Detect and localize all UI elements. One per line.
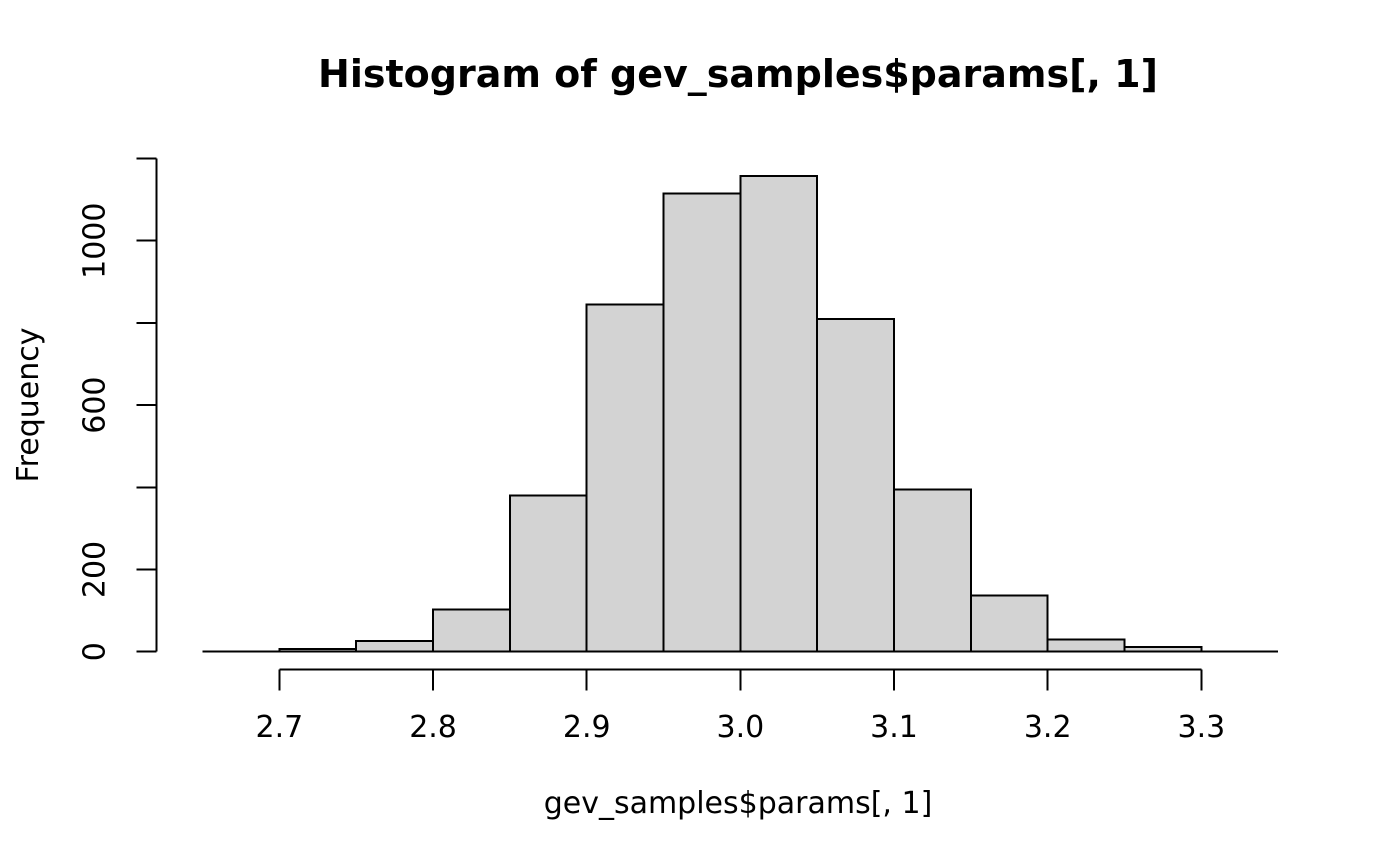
histogram-bar [432, 608, 511, 653]
histogram-bar [969, 594, 1049, 653]
x-axis-title: gev_samples$params[, 1] [543, 786, 933, 821]
histogram-bar [508, 494, 588, 653]
y-tick-label: 600 [78, 376, 113, 433]
y-tick-label: 1000 [78, 203, 113, 279]
histogram-bar [739, 174, 819, 653]
x-tick-label: 2.8 [409, 710, 457, 745]
x-tick-label: 2.7 [256, 710, 304, 745]
chart-title: Histogram of gev_samples$params[, 1] [318, 52, 1158, 96]
histogram-bar [355, 640, 435, 653]
x-tick-label: 2.9 [563, 710, 611, 745]
x-tick-label: 3.2 [1024, 710, 1072, 745]
x-tick-label: 3.0 [717, 710, 765, 745]
x-tick-label: 3.3 [1178, 710, 1226, 745]
histogram-bar [1046, 638, 1126, 653]
histogram-bar [893, 488, 972, 653]
histogram-bar [662, 192, 742, 653]
histogram-bar [816, 318, 896, 653]
histogram-bar [278, 647, 358, 653]
histogram-bar [585, 303, 665, 653]
histogram-bar [1123, 646, 1203, 653]
x-tick-label: 3.1 [870, 710, 918, 745]
y-tick-label: 0 [78, 642, 113, 661]
y-tick-label: 200 [78, 541, 113, 598]
